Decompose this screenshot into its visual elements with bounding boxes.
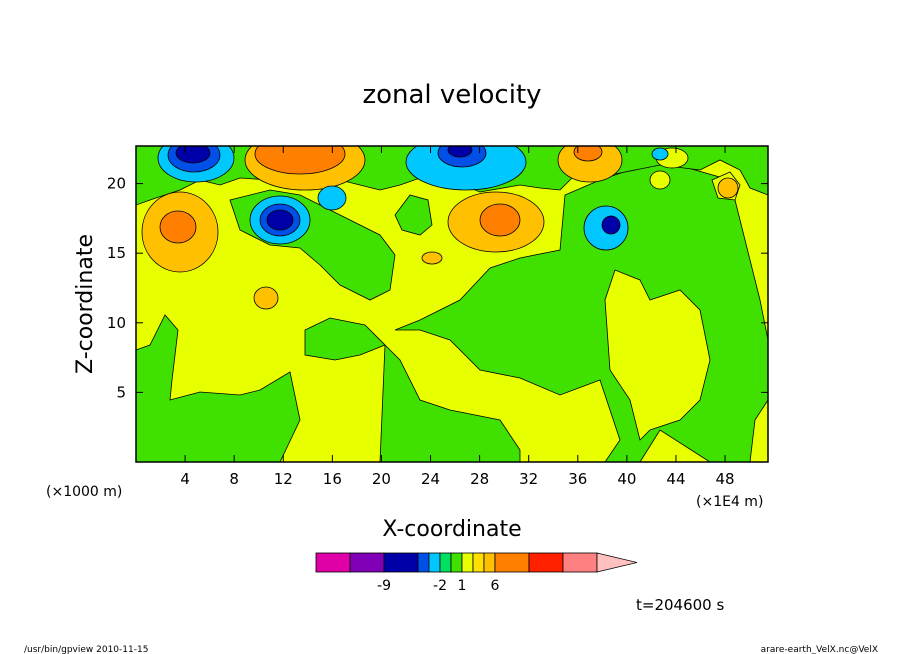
x-tick-label: 16: [323, 470, 342, 488]
x-tick-label: 32: [519, 470, 538, 488]
chart-title: zonal velocity: [362, 80, 541, 110]
x-tick-label: 20: [372, 470, 391, 488]
colorbar-box: [483, 552, 496, 573]
colorbar-box: [383, 552, 419, 573]
x-tick-label: 28: [470, 470, 489, 488]
y-tick-label: 20: [107, 175, 126, 193]
x-unit-left: (×1000 m): [46, 484, 122, 500]
colorbar-box: [494, 552, 530, 573]
x-tick-label: 4: [180, 470, 190, 488]
x-unit-right: (×1E4 m): [696, 494, 763, 510]
colorbar-box: [461, 552, 474, 573]
colorbar-extend-arrow: [596, 552, 638, 573]
colorbar-box: [450, 552, 463, 573]
colorbar-tick-label: -9: [377, 578, 391, 594]
time-annotation: t=204600 s: [636, 596, 724, 614]
x-tick-label: 40: [617, 470, 636, 488]
y-tick-label: 15: [107, 244, 126, 262]
x-tick-label: 48: [716, 470, 735, 488]
colorbar-tick-label: 1: [458, 578, 467, 594]
colorbar-box: [417, 552, 430, 573]
colorbar: -9 -2 1 6: [315, 552, 638, 594]
colorbar-box: [349, 552, 385, 573]
x-axis: 4 8 12 16 20 24 28 32 36 40 44 48: [180, 146, 735, 488]
y-axis-title: Z-coordinate: [73, 234, 98, 374]
positive-blobs: [141, 146, 739, 310]
colorbar-box: [428, 552, 441, 573]
x-axis-title: X-coordinate: [382, 517, 521, 542]
colorbar-box: [562, 552, 598, 573]
colorbar-tick-label: 6: [491, 578, 500, 594]
colorbar-box: [439, 552, 452, 573]
x-tick-label: 12: [274, 470, 293, 488]
x-tick-label: 44: [666, 470, 685, 488]
plot-frame: [135, 145, 769, 463]
colorbar-box: [315, 552, 351, 573]
x-tick-label: 8: [229, 470, 239, 488]
footer-left: /usr/bin/gpview 2010-11-15: [24, 645, 148, 654]
y-tick-label: 5: [116, 383, 126, 401]
footer-right: arare-earth_VelX.nc@VelX: [761, 645, 878, 654]
colorbar-box: [528, 552, 564, 573]
negative-blobs: [157, 146, 669, 251]
x-tick-label: 36: [568, 470, 587, 488]
colorbar-box: [472, 552, 485, 573]
colorbar-tick-label: -2: [433, 578, 447, 594]
y-tick-label: 10: [107, 314, 126, 332]
contour-field: [136, 146, 768, 462]
x-tick-label: 24: [421, 470, 440, 488]
y-axis: 5 10 15 20: [107, 175, 768, 401]
